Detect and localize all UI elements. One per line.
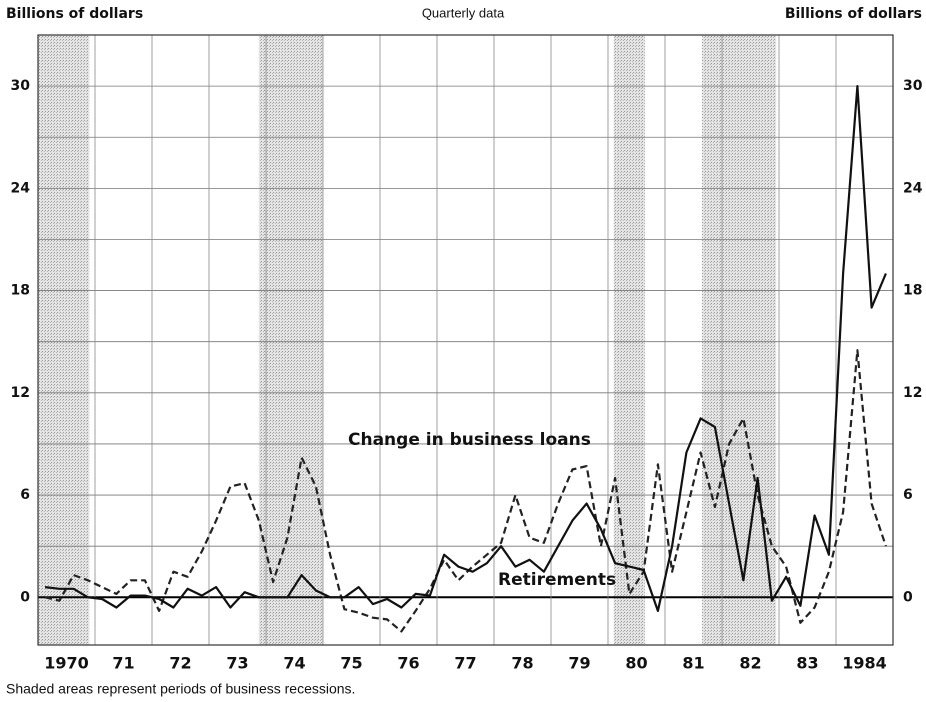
chart-title: Quarterly data <box>422 5 505 20</box>
x-tick-label: 77 <box>454 654 476 673</box>
x-tick-label: 80 <box>625 654 647 673</box>
x-tick-label: 74 <box>283 654 305 673</box>
series-line <box>44 349 887 633</box>
x-tick-label: 79 <box>568 654 590 673</box>
recession-band <box>613 35 646 645</box>
recession-band <box>702 35 777 645</box>
y2-tick-label: 6 <box>903 487 913 503</box>
x-tick-label: 78 <box>511 654 533 673</box>
y-tick-label: 12 <box>11 385 30 401</box>
y-tick-label: 18 <box>11 283 30 299</box>
x-tick-label: 83 <box>796 654 818 673</box>
recession-band <box>38 35 90 645</box>
y-tick-label: 30 <box>11 78 31 94</box>
series-line <box>44 85 887 612</box>
y-tick-label: 0 <box>20 589 30 605</box>
y-axis-label: Billions of dollars <box>6 6 143 22</box>
y2-tick-label: 12 <box>903 385 922 401</box>
x-tick-label: 76 <box>397 654 419 673</box>
y2-tick-label: 24 <box>903 180 923 196</box>
x-tick-label: 1970 <box>44 654 89 673</box>
x-tick-label: 81 <box>682 654 704 673</box>
x-tick-label: 82 <box>739 654 761 673</box>
x-tick-label: 75 <box>340 654 362 673</box>
y2-axis-label: Billions of dollars <box>785 6 922 22</box>
background-layer <box>38 35 777 645</box>
grid-layer <box>37 34 894 646</box>
y2-tick-label: 0 <box>903 589 913 605</box>
y-tick-label: 24 <box>11 180 31 196</box>
plot-frame <box>37 34 894 646</box>
footnote: Shaded areas represent periods of busine… <box>6 681 355 697</box>
x-tick-label: 71 <box>112 654 134 673</box>
y-tick-label: 6 <box>20 487 30 503</box>
x-tick-label: 1984 <box>842 654 887 673</box>
y2-tick-label: 30 <box>903 78 923 94</box>
x-tick-label: 72 <box>169 654 191 673</box>
series-label: Retirements <box>498 570 616 590</box>
series-label: Change in business loans <box>348 430 591 450</box>
y2-tick-label: 18 <box>903 283 922 299</box>
line-layer <box>44 85 887 633</box>
recession-band <box>258 35 323 645</box>
x-tick-label: 73 <box>226 654 248 673</box>
